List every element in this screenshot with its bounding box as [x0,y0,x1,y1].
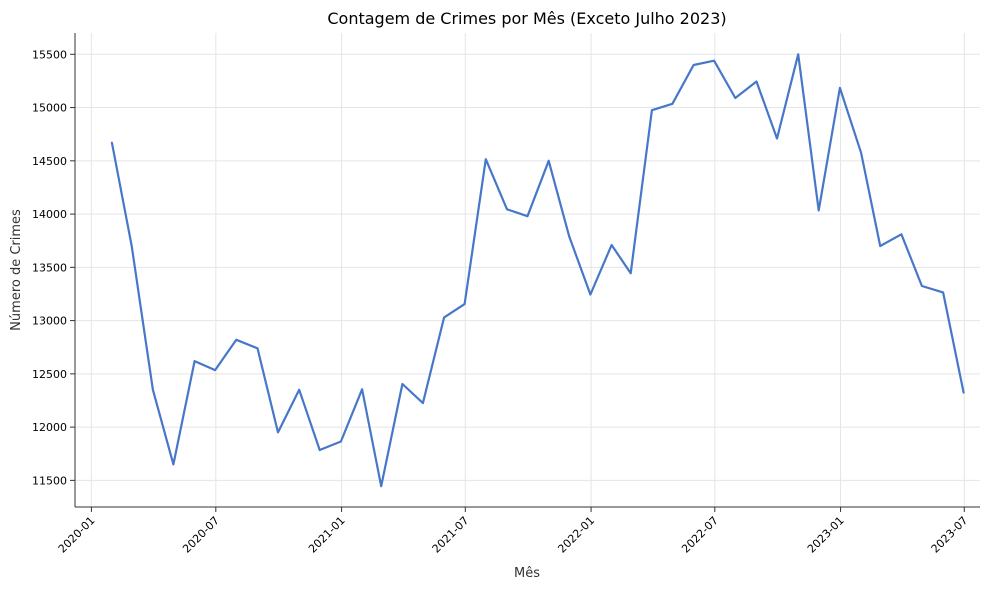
y-tick-label: 15500 [32,48,67,61]
y-tick-label: 12000 [32,421,67,434]
x-axis-label: Mês [514,566,540,581]
series-layer [110,53,965,488]
y-tick-label: 12500 [32,368,67,381]
y-tick-label: 13500 [32,261,67,274]
x-tick-label: 2022-07 [679,514,721,556]
x-tick-label: 2021-01 [306,514,348,556]
chart-title: Contagem de Crimes por Mês (Exceto Julho… [327,9,726,28]
axes-layer [74,33,980,508]
y-axis-label: Número de Crimes [9,209,24,331]
x-tick-label: 2021-07 [430,514,472,556]
x-tick-label: 2022-01 [555,514,597,556]
x-tick-label: 2020-07 [180,514,222,556]
series-line [110,53,965,488]
ticks-layer: 11500 12000 12500 13000 13500 14000 14500 15000… [32,48,970,555]
y-tick-label: 13000 [32,315,67,328]
y-tick-label: 15000 [32,102,67,115]
x-tick-label: 2020-01 [56,514,98,556]
x-tick-label: 2023-01 [805,514,847,556]
y-tick-label: 11500 [32,474,67,487]
x-tick-label: 2023-07 [929,514,971,556]
y-tick-label: 14500 [32,155,67,168]
y-tick-label: 14000 [32,208,67,221]
